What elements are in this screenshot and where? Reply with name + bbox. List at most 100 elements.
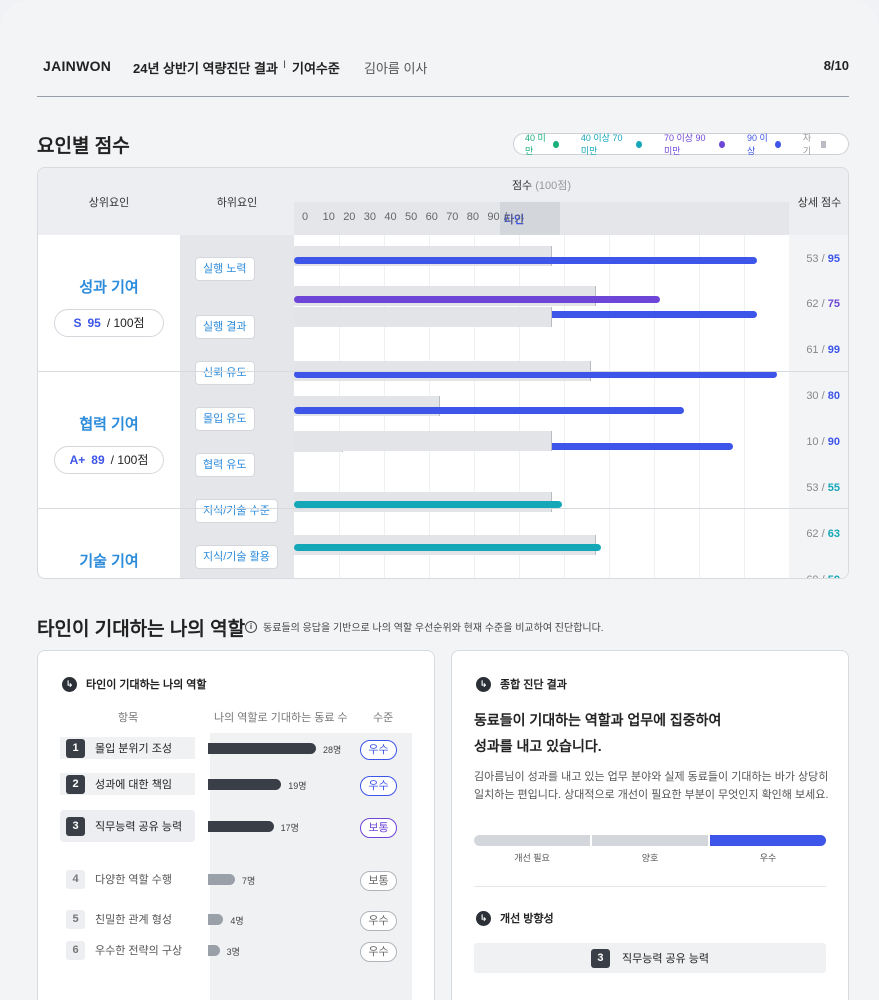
axis-tick-label: 20 [343, 211, 356, 223]
arrow-return-icon: ↳ [62, 676, 77, 692]
detail-score: 53 / 95 [806, 253, 840, 265]
role-item[interactable]: 6 우수한 전략의 구상 [60, 939, 195, 961]
subfactor-chip[interactable]: 협력 유도 [195, 453, 255, 477]
scale-segment-good [710, 835, 826, 846]
summary-headline: 동료들이 기대하는 역할과 업무에 집중하여 성과를 내고 있습니다. [474, 707, 834, 759]
grid-line [519, 235, 520, 578]
roles-info: i 동료들의 응답을 기반으로 나의 역할 우선순위와 현재 수준을 비교하여 … [245, 619, 604, 634]
role-count-bar [208, 945, 220, 956]
axis-tick-label: 10 [322, 211, 335, 223]
header-divider [37, 96, 849, 97]
improve-item: 3 직무능력 공유 능력 [474, 943, 826, 973]
axis-tick-label: 70 [446, 211, 459, 223]
scale-segment-fair [592, 835, 708, 846]
brand-logo: JAINWON [43, 58, 112, 74]
person-name: 김아름 이사 [364, 61, 428, 76]
role-item[interactable]: 4 다양한 역할 수행 [60, 868, 195, 890]
self-score: 60 [806, 574, 818, 578]
role-label: 직무능력 공유 능력 [95, 821, 183, 833]
score-header-label: 점수 [511, 180, 533, 192]
subfactor-chip[interactable]: 실행 노력 [195, 257, 255, 281]
roles-section-title: 타인이 기대하는 나의 역할 [37, 619, 246, 640]
role-item[interactable]: 5 친밀한 관계 형성 [60, 908, 195, 930]
improve-label: 직무능력 공유 능력 [621, 953, 710, 965]
detail-score: 62 / 75 [806, 298, 840, 310]
subfactor-chip[interactable]: 지식/기술 활용 [195, 545, 278, 569]
legend-square-icon [820, 140, 826, 148]
score-sep: / [822, 574, 825, 578]
legend-item: 70 이상 90 미만 [664, 131, 736, 157]
role-rank: 3 [66, 816, 85, 836]
report-subtitle: 기여수준 [292, 61, 340, 76]
scale-label: 양호 [641, 853, 659, 863]
col-upper-factor: 상위요인 [38, 168, 180, 235]
self-score-bar [294, 431, 553, 451]
legend-item: 40 이상 70 미만 [581, 131, 653, 157]
score-sep: / [821, 528, 825, 540]
score-sep: / [821, 298, 825, 310]
scale-label: 개선 필요 [514, 853, 550, 863]
group-score-badge: S 95 / 100점 [54, 309, 164, 337]
factor-score-table[interactable]: 상위요인 하위요인 점수 (100점) 0 10 20 30 40 50 60 70 80 90 자… [37, 167, 849, 579]
scale-segment-poor [474, 835, 590, 846]
axis-tick-label: 60 [425, 211, 438, 223]
role-level-badge: 우수 [360, 740, 397, 760]
subfactor-chip[interactable]: 지식/기술 수준 [195, 499, 278, 523]
improve-title: ↳ 개선 방향성 [476, 910, 554, 926]
other-score: 59 [828, 574, 840, 578]
arrow-return-icon: ↳ [476, 910, 491, 926]
other-score-bar [294, 544, 602, 551]
other-score: 55 [827, 482, 840, 494]
role-label: 우수한 전략의 구상 [95, 945, 183, 957]
grade-label: A+ [69, 453, 86, 467]
self-other-sep: / [504, 211, 508, 223]
score-header-note: (100점) [535, 180, 572, 192]
group-collaboration: 협력 기여 A+ 89 / 100점 [38, 413, 180, 474]
role-item[interactable]: 1 몰입 분위기 조성 [60, 737, 195, 759]
role-item[interactable]: 2 성과에 대한 책임 [60, 773, 195, 795]
detail-score: 10 / 90 [806, 436, 840, 448]
other-score: 75 [827, 298, 840, 310]
role-count-bar [208, 743, 316, 754]
group-divider [38, 371, 848, 372]
role-item[interactable]: 3 직무능력 공유 능력 [60, 810, 195, 842]
other-score: 95 [827, 253, 840, 265]
legend-dot-icon [719, 140, 726, 148]
legend-dot-icon [636, 140, 642, 148]
other-score-bar [294, 296, 660, 303]
subfactor-chip[interactable]: 몰입 유도 [195, 407, 255, 431]
score-total: / 100점 [110, 453, 149, 467]
summary-card: ↳ 종합 진단 결과 동료들이 기대하는 역할과 업무에 집중하여 성과를 내고 … [451, 650, 849, 1000]
improve-number: 3 [590, 948, 610, 968]
role-count-bar [208, 779, 282, 790]
subfactor-chip[interactable]: 실행 결과 [195, 315, 255, 339]
self-score: 10 [806, 436, 819, 448]
legend-dot-icon [553, 140, 559, 148]
self-label: 자가 [504, 214, 525, 226]
role-level-badge: 우수 [360, 776, 397, 796]
grid-line [609, 235, 610, 578]
factor-section-title: 요인별 점수 [37, 136, 130, 157]
col-level: 수준 [373, 712, 394, 724]
score-plot [294, 235, 790, 578]
arrow-return-icon: ↳ [476, 676, 491, 692]
subfactor-chip[interactable]: 신뢰 유도 [195, 361, 255, 385]
other-score-bar [294, 407, 685, 414]
group-name: 성과 기여 [79, 279, 139, 296]
axis-tick-label: 0 [302, 211, 309, 223]
summary-description: 김아름님이 성과를 내고 있는 업무 분야와 실제 동료들이 기대하는 바가 상… [474, 771, 829, 801]
score-axis-ticks: 0 10 20 30 40 50 60 70 80 90 자가 / 타인 [294, 202, 789, 235]
group-divider [38, 508, 848, 509]
score-legend: 40 미만 40 이상 70 미만 70 이상 90 미만 90 이상 자기 [513, 131, 849, 157]
axis-tick-label: 30 [363, 211, 377, 223]
role-level-badge: 우수 [360, 942, 397, 962]
group-name: 협력 기여 [79, 416, 139, 433]
role-level-badge: 우수 [360, 911, 397, 931]
grid-line [564, 235, 565, 578]
group-score-badge: A+ 89 / 100점 [54, 446, 164, 474]
detail-score: 60 / 59 [806, 574, 840, 578]
grid-line [699, 235, 700, 578]
headline-line: 동료들이 기대하는 역할과 업무에 집중하여 [474, 712, 722, 728]
role-count: 28명 [323, 745, 342, 755]
